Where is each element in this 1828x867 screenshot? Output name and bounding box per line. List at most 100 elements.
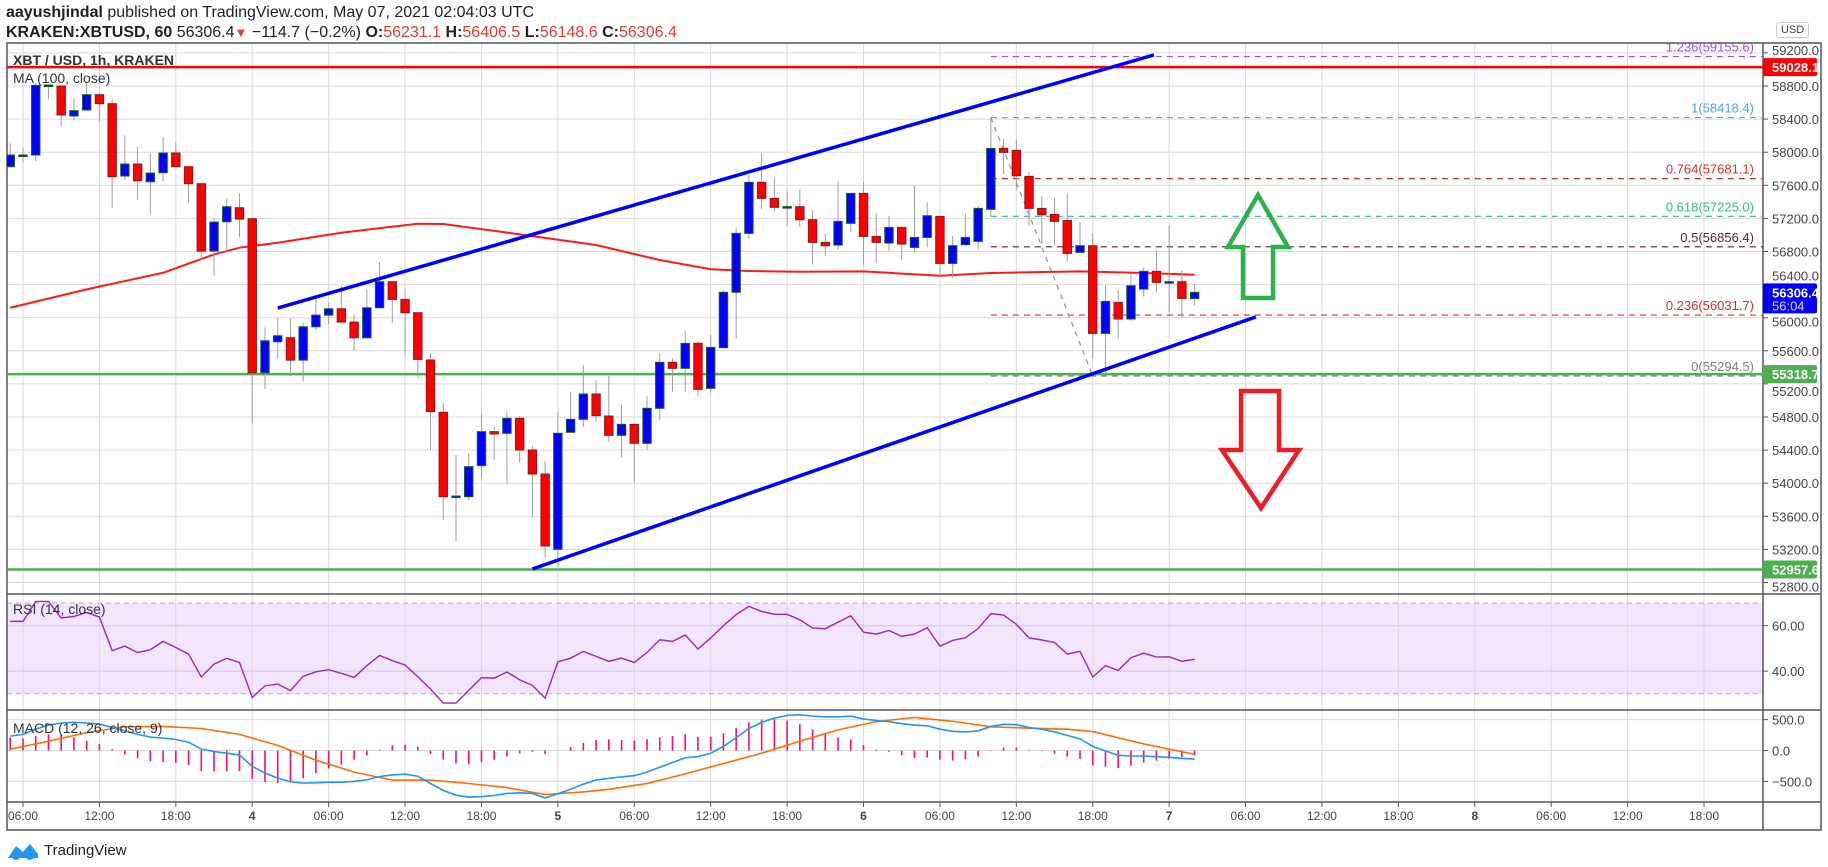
candle xyxy=(502,411,512,485)
candle-body-down xyxy=(935,215,945,264)
candle-body-up xyxy=(43,84,54,88)
candle-body-up xyxy=(718,291,729,349)
candle xyxy=(1075,222,1085,254)
fib-level-label: 0.618(57225.0) xyxy=(1666,199,1754,214)
candle-body-down xyxy=(285,337,296,361)
candle xyxy=(107,98,117,209)
candle-body-up xyxy=(578,393,589,420)
low-value: 56148.6 xyxy=(539,24,598,41)
price-axis-label: 53200.0 xyxy=(1772,542,1819,557)
candle-body-up xyxy=(81,94,92,111)
candle xyxy=(120,135,130,181)
candle-body-down xyxy=(183,166,194,185)
candle-body-down xyxy=(56,85,66,116)
candle-body-down xyxy=(858,192,869,237)
price-pane: 1.236(59155.6) 1(58418.4) 0.764(57681.1) 0.… xyxy=(7,40,1763,571)
candle xyxy=(323,302,334,325)
candle-body-up xyxy=(1100,300,1111,334)
candle xyxy=(973,205,983,250)
candle xyxy=(1037,196,1047,245)
author[interactable]: aayushjindal xyxy=(6,4,103,21)
candle xyxy=(476,414,487,479)
candle xyxy=(769,177,780,212)
chart-legend-rsi[interactable]: RSI (14, close) xyxy=(13,601,106,617)
rsi-line xyxy=(10,600,1195,704)
open-label: O: xyxy=(365,24,384,41)
candle xyxy=(680,331,690,392)
fib-level-label: 0.236(56031.7) xyxy=(1666,298,1754,313)
candle xyxy=(935,215,945,276)
close-value: 56306.4 xyxy=(619,24,677,41)
tradingview-brand: TradingView xyxy=(44,841,127,859)
candle xyxy=(336,286,347,323)
ma100-line xyxy=(10,222,1195,309)
candle xyxy=(400,288,410,356)
candle xyxy=(540,460,550,558)
candle-body-down xyxy=(1177,281,1187,299)
high-value: 56406.5 xyxy=(462,24,521,41)
candle-body-down xyxy=(1113,301,1123,320)
macd-axis-label: −500.0 xyxy=(1772,774,1812,789)
candle-body-down xyxy=(1049,213,1060,222)
candle-body-up xyxy=(909,236,920,248)
candle-body-up xyxy=(260,340,270,374)
candle xyxy=(1189,284,1200,306)
fib-trend-line xyxy=(990,117,1094,377)
grid xyxy=(7,43,1763,802)
candle-body-down xyxy=(604,415,614,436)
candle-body-down xyxy=(591,393,601,417)
time-axis-label: 18:00 xyxy=(161,809,191,823)
publish-info: aayushjindal published on TradingView.co… xyxy=(6,4,534,22)
candle xyxy=(629,423,639,483)
candle-body-up xyxy=(642,407,652,444)
candle-body-up xyxy=(1164,281,1174,284)
time-axis-label: 5 xyxy=(555,809,562,823)
time-axis-label: 06:00 xyxy=(925,809,955,823)
chart-legend-ma[interactable]: MA (100, close) xyxy=(13,70,111,86)
candle xyxy=(1011,139,1022,190)
candle xyxy=(234,193,245,238)
time-axis-label: 12:00 xyxy=(84,809,114,823)
last-price: 56306.4 xyxy=(176,24,235,41)
candle xyxy=(1100,285,1111,375)
time-axis-label: 18:00 xyxy=(1078,809,1108,823)
candle-body-up xyxy=(680,342,690,369)
candle-body-up xyxy=(833,220,843,246)
candle xyxy=(655,353,665,420)
candle-body-up xyxy=(209,221,219,252)
candle xyxy=(604,376,614,442)
price-axis-label: 54800.0 xyxy=(1772,410,1819,425)
currency-label[interactable]: USD xyxy=(1776,22,1810,38)
fib-level-label: 1.236(59155.6) xyxy=(1666,40,1754,55)
tradingview-logo[interactable]: TradingView xyxy=(6,840,127,860)
support-price-badge-text: 55318.7 xyxy=(1772,367,1819,382)
candle xyxy=(514,416,525,463)
candle xyxy=(884,215,894,251)
candle xyxy=(986,117,996,217)
candle-body-up xyxy=(655,361,665,409)
price-axis-label: 54400.0 xyxy=(1772,443,1819,458)
candle xyxy=(616,405,627,458)
candle xyxy=(947,235,958,279)
rsi-axis-label: 40.00 xyxy=(1772,664,1805,679)
candle-body-down xyxy=(514,417,525,451)
candle-body-down xyxy=(247,218,257,374)
close-label: C: xyxy=(602,24,619,41)
candle xyxy=(311,296,321,331)
candle xyxy=(1113,290,1123,339)
candle-body-up xyxy=(362,307,372,339)
candle xyxy=(718,290,729,349)
candle-body-down xyxy=(489,431,499,435)
time-axis-label: 12:00 xyxy=(1613,809,1643,823)
candle xyxy=(833,180,843,250)
candle-body-down xyxy=(540,473,550,547)
candle xyxy=(1062,193,1072,262)
time-axis-label: 6 xyxy=(860,809,867,823)
price-axis-label: 58800.0 xyxy=(1772,79,1819,94)
time-axis-label: 18:00 xyxy=(772,809,802,823)
candle-body-up xyxy=(69,110,79,117)
chart-legend-macd[interactable]: MACD (12, 26, close, 9) xyxy=(13,720,163,736)
candle-body-up xyxy=(960,236,971,246)
candle-body-down xyxy=(132,163,143,182)
